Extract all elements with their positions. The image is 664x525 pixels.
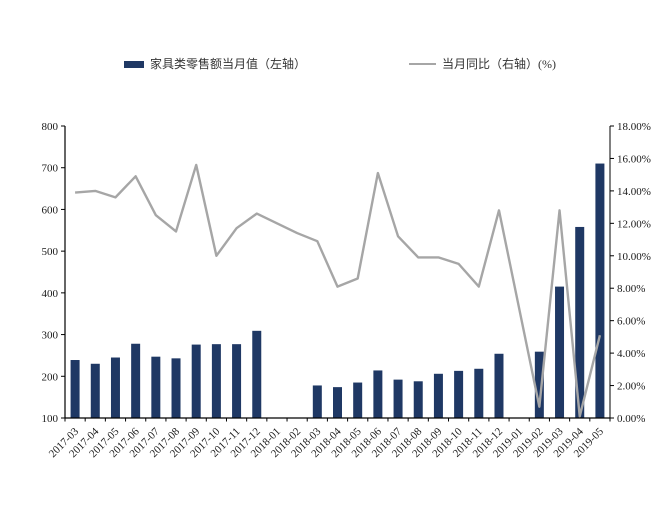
svg-text:0.00%: 0.00% xyxy=(617,413,645,425)
svg-text:600: 600 xyxy=(42,204,59,216)
svg-text:14.00%: 14.00% xyxy=(617,186,651,198)
svg-text:8.00%: 8.00% xyxy=(617,283,645,295)
svg-text:200: 200 xyxy=(42,371,59,383)
svg-text:4.00%: 4.00% xyxy=(617,348,645,360)
svg-text:400: 400 xyxy=(42,288,59,300)
line-series-swatch-icon xyxy=(409,62,436,66)
svg-text:2.00%: 2.00% xyxy=(617,381,645,393)
svg-text:10.00%: 10.00% xyxy=(617,251,651,263)
svg-text:16.00%: 16.00% xyxy=(617,153,651,165)
svg-text:500: 500 xyxy=(42,246,59,258)
svg-text:700: 700 xyxy=(42,163,59,175)
legend-item-line-series: 当月同比（右轴）(%) xyxy=(409,57,556,71)
svg-text:100: 100 xyxy=(42,413,59,425)
svg-text:12.00%: 12.00% xyxy=(617,218,651,230)
svg-text:800: 800 xyxy=(42,121,59,133)
bar-series-swatch-icon xyxy=(124,60,144,68)
chart-legend: 家具类零售额当月值（左轴） 当月同比（右轴）(%) xyxy=(0,0,664,71)
line-series-label: 当月同比（右轴）(%) xyxy=(442,57,556,71)
svg-text:6.00%: 6.00% xyxy=(617,316,645,328)
legend-item-bar-series: 家具类零售额当月值（左轴） xyxy=(124,57,306,71)
bar-series-label: 家具类零售额当月值（左轴） xyxy=(150,57,307,71)
svg-text:18.00%: 18.00% xyxy=(617,121,651,133)
svg-text:300: 300 xyxy=(42,330,59,342)
